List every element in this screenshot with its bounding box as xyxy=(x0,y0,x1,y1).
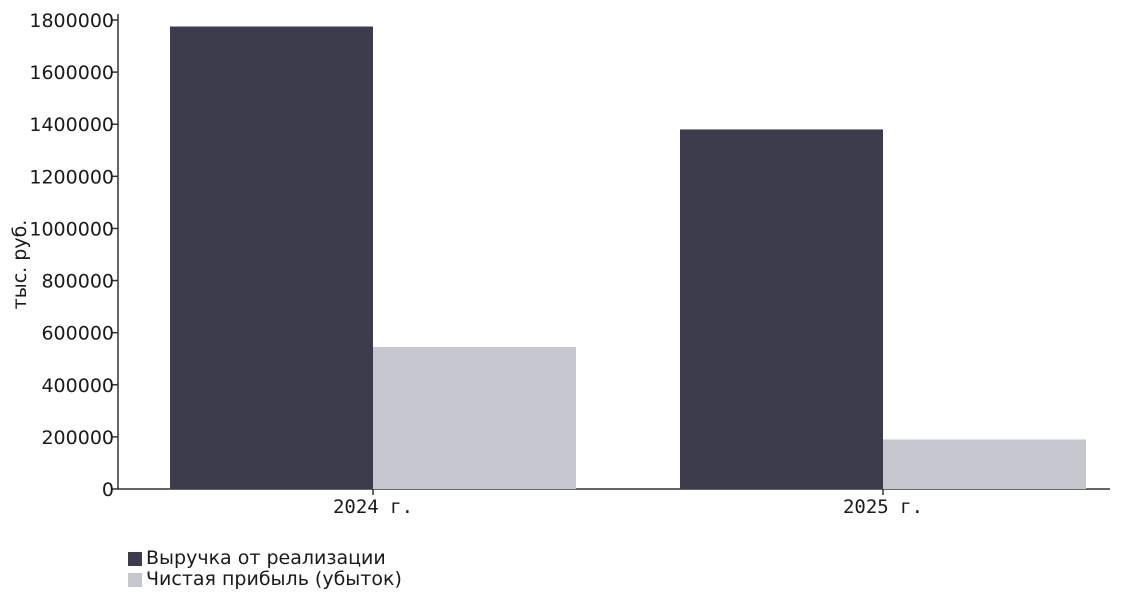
y-tick-label: 1000000 xyxy=(29,218,114,240)
bar-chart-svg: 0 200000 400000 600000 800000 1000000 1200000 1… xyxy=(9,10,1110,518)
y-tick-label: 0 xyxy=(102,479,114,501)
y-tick-label: 200000 xyxy=(41,427,114,449)
x-tick-label: 2024 г. xyxy=(333,496,413,518)
bar-net-profit xyxy=(883,439,1086,489)
legend-label-net-profit: Чистая прибыль (убыток) xyxy=(146,568,402,590)
y-tick-label: 600000 xyxy=(41,323,114,345)
legend-label-revenue: Выручка от реализации xyxy=(146,547,386,569)
y-tick-label: 1200000 xyxy=(29,166,114,188)
legend-item-revenue: Выручка от реализации xyxy=(128,548,402,569)
y-tick-label: 400000 xyxy=(41,375,114,397)
legend-swatch-revenue xyxy=(128,551,142,566)
x-tick-label: 2025 г. xyxy=(843,496,923,518)
legend-swatch-net-profit xyxy=(128,572,142,587)
legend-item-net-profit: Чистая прибыль (убыток) xyxy=(128,569,402,590)
y-tick-label: 1600000 xyxy=(29,62,114,84)
bar-net-profit xyxy=(373,346,576,489)
bar-revenue xyxy=(170,26,373,490)
y-tick-label: 800000 xyxy=(41,271,114,293)
y-tick-label: 1400000 xyxy=(29,114,114,136)
legend: Выручка от реализации Чистая прибыль (уб… xyxy=(128,548,402,590)
y-axis-label: тыс. руб. xyxy=(9,220,31,310)
y-tick-label: 1800000 xyxy=(29,10,114,32)
bar-revenue xyxy=(680,129,883,489)
